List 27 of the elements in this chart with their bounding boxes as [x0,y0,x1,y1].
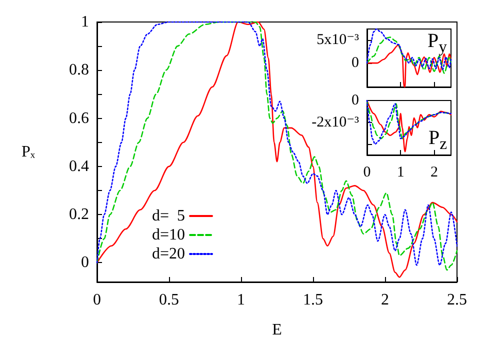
x-tick-label: 2.5 [447,292,467,308]
x-tick-label: 2 [430,164,438,180]
x-tick-label: 0 [363,164,371,180]
y-tick-label: 0 [352,55,359,72]
y-tick-label: 0 [81,254,89,272]
y-tick-label: 0 [352,92,359,108]
y-tick-label: 0.4 [69,158,89,175]
y-tick-label: 5x10⁻³ [316,32,360,48]
y-axis-title: P$_{y}$ [428,30,447,56]
x-tick-label: 0 [93,292,101,308]
y-tick-label: 0.8 [69,62,89,79]
line-series [366,28,452,70]
y-tick-label: 0.2 [69,206,89,224]
x-tick-label: 0.5 [159,292,179,308]
x-tick-label: 2 [381,292,389,308]
legend-label: d=20 [152,246,186,262]
x-tick-label: 1 [237,292,245,308]
legend-label: d=10 [152,226,186,244]
x-axis-title: E [272,322,282,338]
legend-label: d= 5 [152,208,186,224]
y-tick-label: -2x10⁻³ [312,114,360,130]
y-axis-title: Pₓ [21,144,36,160]
x-tick-label: 1 [396,164,404,180]
y-axis-title: P$_{z}$ [428,127,447,154]
y-tick-label: 1 [81,14,89,30]
x-tick-label: 1.5 [303,292,323,308]
y-tick-label: 0.6 [69,110,89,127]
